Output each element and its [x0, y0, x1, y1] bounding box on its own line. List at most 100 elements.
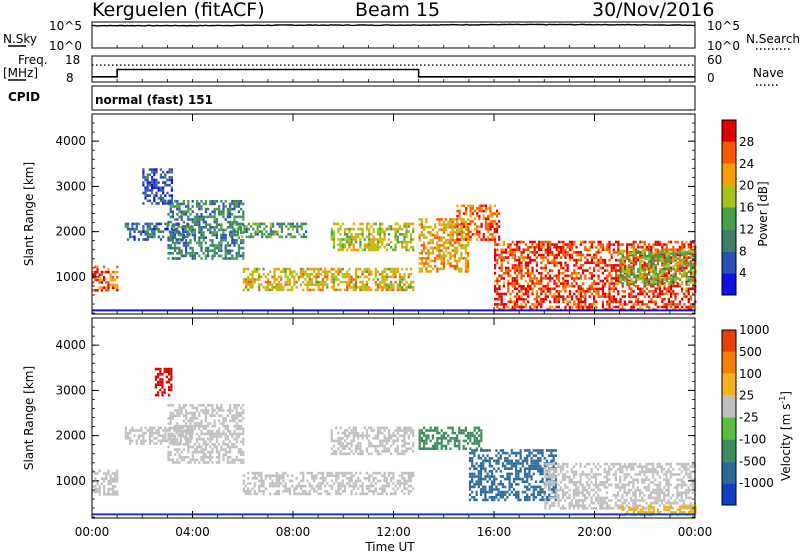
echo-cell [538, 279, 541, 283]
echo-cell [200, 456, 203, 459]
echo-cell [343, 447, 347, 450]
echo-cell [621, 261, 624, 265]
echo-cell [198, 207, 201, 211]
echo-cell [140, 442, 143, 445]
echo-cell [582, 253, 585, 257]
echo-cell [555, 253, 558, 257]
echo-cell [204, 443, 207, 446]
echo-cell [124, 225, 127, 228]
echo-cell [189, 241, 192, 245]
echo-cell [174, 200, 177, 203]
echo-cell [621, 275, 624, 279]
echo-cell [233, 257, 236, 260]
echo-cell [288, 288, 292, 292]
echo-cell [645, 292, 648, 296]
echo-cell [357, 233, 360, 236]
echo-cell [321, 477, 325, 480]
echo-cell [385, 477, 388, 480]
echo-cell [346, 270, 349, 273]
echo-cell [610, 266, 613, 270]
echo-cell [142, 434, 145, 437]
echo-cell [300, 227, 303, 231]
echo-cell [641, 278, 644, 281]
echo-cell [159, 442, 163, 445]
echo-cell [407, 248, 410, 252]
echo-cell [324, 270, 327, 273]
echo-cell [187, 427, 190, 430]
echo-cell [668, 265, 671, 268]
echo-cell [129, 235, 132, 239]
echo-cell [579, 292, 582, 296]
echo-cell [111, 480, 114, 483]
echo-cell [588, 295, 591, 298]
echo-cell [568, 295, 571, 298]
echo-cell [383, 283, 386, 286]
echo-cell [193, 218, 196, 221]
echo-cell [458, 214, 461, 218]
echo-cell [161, 380, 164, 384]
echo-cell [233, 445, 236, 449]
echo-cell [582, 300, 585, 304]
echo-cell [114, 490, 117, 493]
echo-cell [176, 414, 179, 417]
echo-cell [683, 274, 686, 278]
echo-cell [341, 474, 344, 477]
echo-cell [656, 287, 659, 291]
echo-cell [654, 295, 657, 298]
echo-cell [114, 474, 117, 478]
echo-cell [271, 484, 274, 488]
echo-cell [427, 257, 430, 260]
echo-cell [401, 243, 404, 246]
echo-cell [654, 267, 657, 271]
echo-cell [685, 279, 688, 283]
echo-cell [137, 434, 141, 437]
echo-cell [608, 264, 611, 267]
echo-cell [451, 238, 454, 242]
echo-cell [639, 265, 642, 268]
echo-cell [144, 189, 147, 192]
echo-cell [562, 240, 565, 244]
echo-cell [240, 461, 243, 464]
echo-cell [332, 439, 336, 443]
echo-cell [586, 290, 589, 293]
echo-cell [516, 245, 519, 249]
echo-cell [564, 243, 567, 246]
echo-cell [621, 284, 624, 288]
echo-cell [354, 233, 358, 236]
echo-cell [449, 241, 452, 245]
echo-cell [189, 404, 192, 407]
echo-cell [170, 225, 174, 228]
echo-cell [224, 218, 227, 221]
echo-cell [494, 287, 497, 291]
echo-cell [535, 245, 538, 249]
echo-cell [337, 243, 340, 246]
echo-cell [337, 278, 340, 281]
echo-cell [211, 244, 214, 247]
echo-cell [165, 370, 168, 373]
echo-cell [211, 448, 214, 451]
echo-cell [582, 271, 585, 275]
echo-cell [310, 474, 314, 477]
echo-cell [635, 249, 638, 253]
echo-cell [164, 222, 167, 226]
echo-cell [271, 474, 274, 477]
echo-cell [176, 443, 179, 446]
echo-cell [608, 251, 611, 254]
echo-cell [654, 264, 657, 267]
echo-cell [157, 439, 160, 443]
echo-cell [116, 286, 119, 289]
echo-cell [251, 471, 254, 475]
echo-cell [577, 271, 580, 275]
echo-cell [226, 249, 229, 252]
echo-cell [151, 168, 154, 171]
echo-cell [190, 434, 193, 437]
echo-cell [354, 283, 358, 286]
echo-cell [460, 220, 463, 223]
echo-cell [628, 252, 631, 255]
echo-cell [610, 295, 613, 298]
echo-cell [374, 275, 377, 279]
echo-cell [670, 305, 673, 309]
echo-cell [207, 411, 210, 415]
echo-cell [385, 479, 388, 483]
echo-cell [98, 469, 101, 473]
